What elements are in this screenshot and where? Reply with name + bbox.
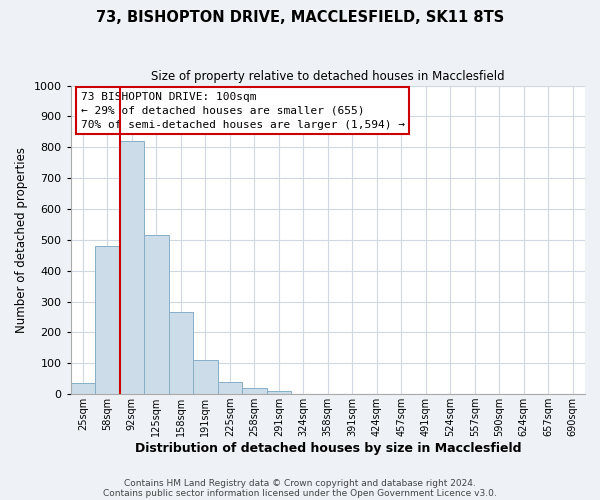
Text: 73, BISHOPTON DRIVE, MACCLESFIELD, SK11 8TS: 73, BISHOPTON DRIVE, MACCLESFIELD, SK11 … bbox=[96, 10, 504, 25]
Bar bbox=[144, 235, 169, 394]
Bar bbox=[242, 388, 266, 394]
Bar bbox=[266, 391, 291, 394]
Text: Contains HM Land Registry data © Crown copyright and database right 2024.: Contains HM Land Registry data © Crown c… bbox=[124, 478, 476, 488]
Bar bbox=[169, 312, 193, 394]
Y-axis label: Number of detached properties: Number of detached properties bbox=[15, 147, 28, 333]
Bar bbox=[95, 246, 119, 394]
Bar bbox=[119, 141, 144, 394]
Bar bbox=[71, 384, 95, 394]
X-axis label: Distribution of detached houses by size in Macclesfield: Distribution of detached houses by size … bbox=[134, 442, 521, 455]
Title: Size of property relative to detached houses in Macclesfield: Size of property relative to detached ho… bbox=[151, 70, 505, 83]
Text: 73 BISHOPTON DRIVE: 100sqm
← 29% of detached houses are smaller (655)
70% of sem: 73 BISHOPTON DRIVE: 100sqm ← 29% of deta… bbox=[81, 92, 405, 130]
Bar bbox=[193, 360, 218, 394]
Text: Contains public sector information licensed under the Open Government Licence v3: Contains public sector information licen… bbox=[103, 488, 497, 498]
Bar bbox=[218, 382, 242, 394]
